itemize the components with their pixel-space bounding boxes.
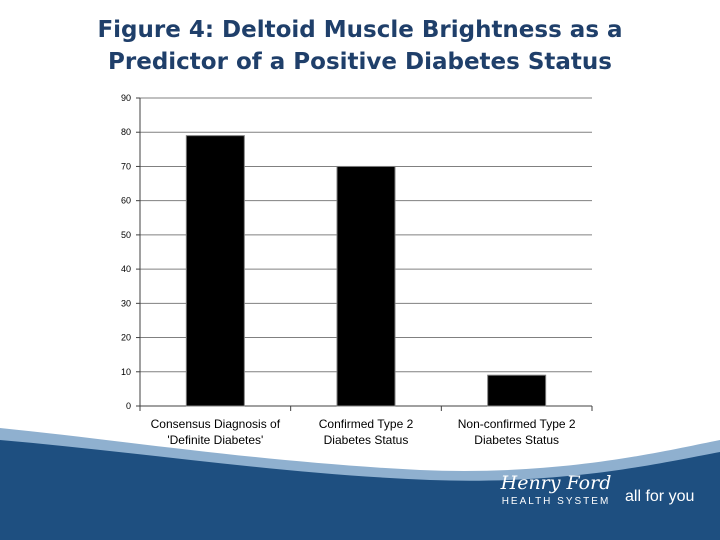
y-tick-label: 90 xyxy=(121,93,131,103)
category-label: Diabetes Status xyxy=(324,433,409,447)
y-tick-label: 60 xyxy=(121,196,131,206)
category-label: Confirmed Type 2 xyxy=(319,417,414,431)
label-layer: 0 10 20 30 40 50 60 70 80 90 Consensus Diagnosis o… xyxy=(121,93,576,447)
slide-title: Figure 4: Deltoid Muscle Brightness as a… xyxy=(60,14,660,78)
y-tick-label: 50 xyxy=(121,230,131,240)
bar-2 xyxy=(336,165,396,407)
henry-ford-logo: Henry Ford HEALTH SYSTEM xyxy=(500,472,612,522)
category-label: Diabetes Status xyxy=(474,433,559,447)
category-label: 'Definite Diabetes' xyxy=(167,433,263,447)
title-line-1: Figure 4: Deltoid Muscle Brightness as a xyxy=(97,17,623,43)
y-tick-label: 10 xyxy=(121,367,131,377)
tagline: all for you xyxy=(625,488,695,505)
y-tick-label: 0 xyxy=(126,401,131,411)
bar-layer xyxy=(185,135,547,407)
y-tick-label: 80 xyxy=(121,127,131,137)
y-tick-label: 70 xyxy=(121,161,131,171)
bar-3 xyxy=(487,374,547,407)
logo-script: Henry Ford xyxy=(500,472,612,494)
category-label: Non-confirmed Type 2 xyxy=(458,417,576,431)
bar-1 xyxy=(185,135,245,407)
y-tick-label: 20 xyxy=(121,333,131,343)
logo-system: HEALTH SYSTEM xyxy=(501,496,611,507)
title-line-2: Predictor of a Positive Diabetes Status xyxy=(108,49,612,75)
category-label: Consensus Diagnosis of xyxy=(151,417,281,431)
y-tick-label: 40 xyxy=(121,264,131,274)
y-tick-label: 30 xyxy=(121,298,131,308)
